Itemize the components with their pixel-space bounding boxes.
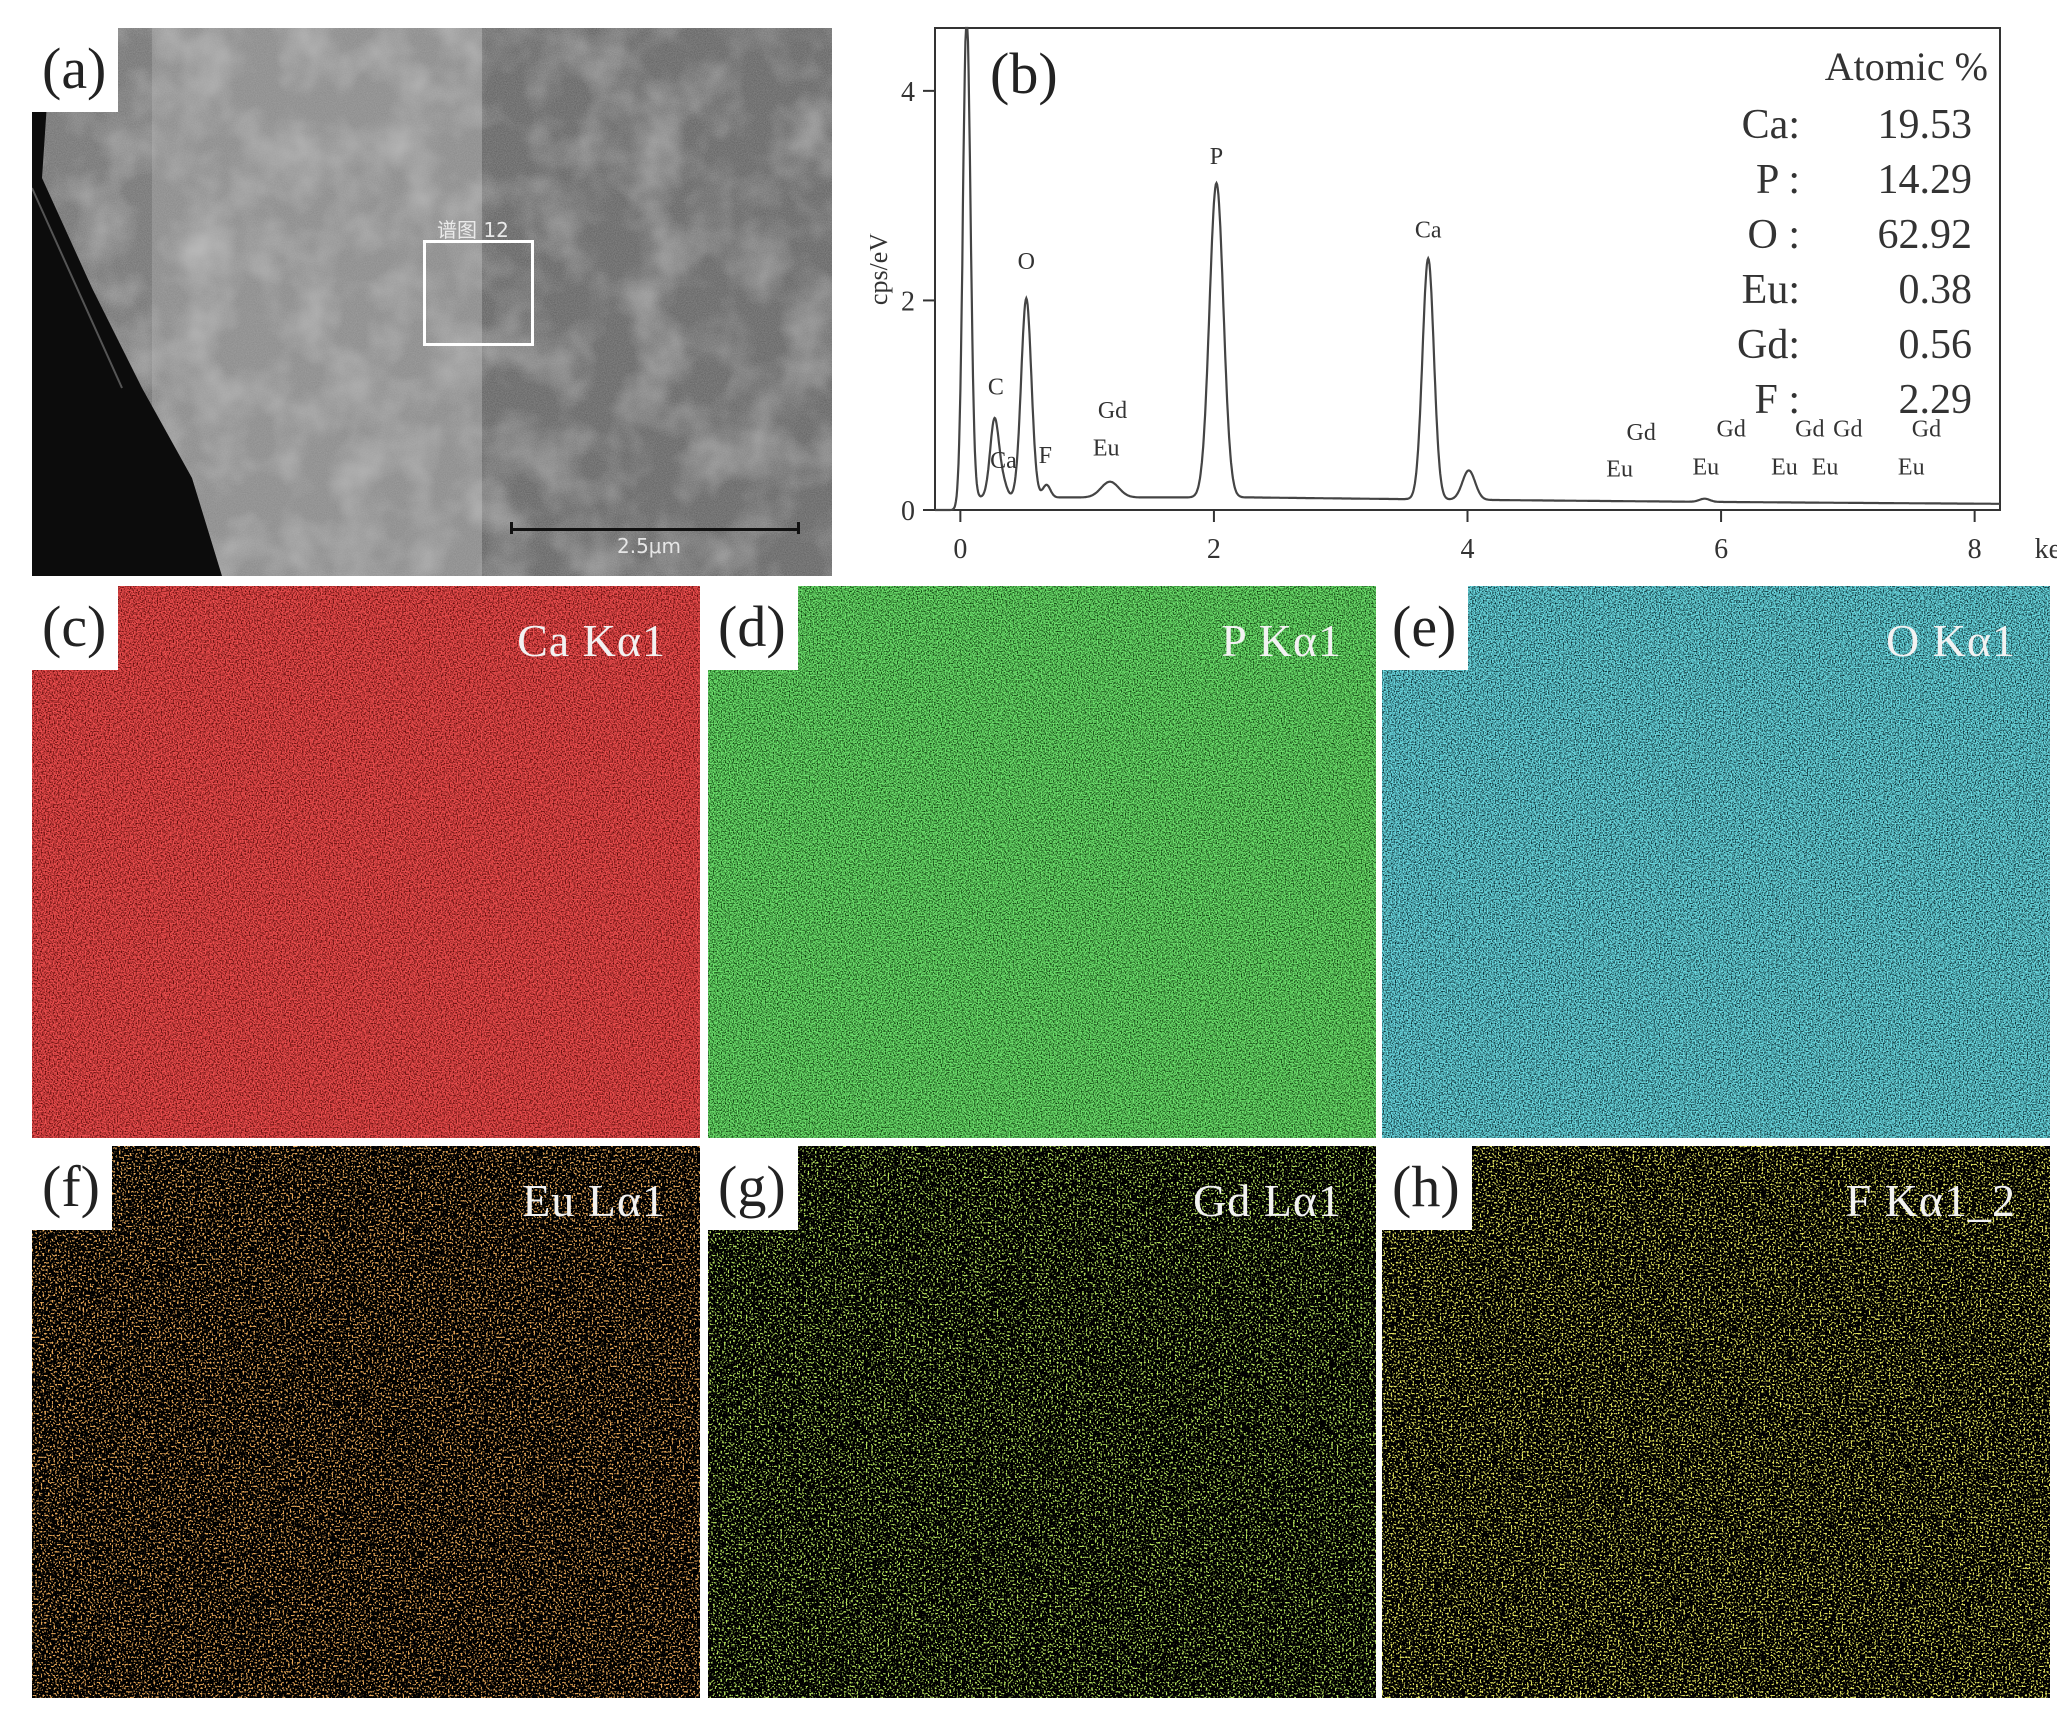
y-tick-label: 0 <box>901 496 915 527</box>
y-axis-label: cps/eV <box>870 233 893 305</box>
composition-value: 2.29 <box>1899 377 1973 423</box>
composition-value: 0.38 <box>1899 267 1973 313</box>
peak-label: Ca <box>990 448 1017 474</box>
composition-value: 0.56 <box>1899 322 1973 368</box>
element-line-label-c: Ca Kα1 <box>517 615 666 666</box>
x-tick-label: 0 <box>953 534 967 565</box>
x-tick-label: 2 <box>1207 534 1221 565</box>
scale-bar-label: 2.5μm <box>617 534 682 558</box>
eds-spectrum-panel: 0 2 4 6 8 0 2 4 keV cps/eV C Ca O F Gd Eu P Ca Gd Eu Gd Eu Gd G… <box>870 10 2057 580</box>
spectrum-line <box>935 26 2000 512</box>
peak-label: C <box>988 375 1004 401</box>
x-axis-label: keV <box>2035 534 2057 565</box>
x-tick-label: 6 <box>1714 534 1728 565</box>
element-map-image <box>32 1146 700 1698</box>
eds-spectrum-chart: 0 2 4 6 8 0 2 4 keV cps/eV C Ca O F Gd Eu P Ca Gd Eu Gd Eu Gd G… <box>870 26 2057 565</box>
element-line-label-d: P Kα1 <box>1221 615 1342 666</box>
peak-label: Gd <box>1717 417 1746 443</box>
peak-label: Gd <box>1627 420 1656 446</box>
panel-label-a: (a) <box>32 28 119 112</box>
composition-value: 19.53 <box>1878 102 1973 148</box>
peak-label: Eu <box>1606 456 1633 482</box>
peak-label: Eu <box>1693 454 1720 480</box>
element-map-h: (h) F Kα1_2 <box>1382 1146 2050 1698</box>
composition-element: Eu: <box>1742 267 1800 313</box>
y-tick-label: 2 <box>901 286 915 317</box>
composition-element: O : <box>1748 212 1801 258</box>
element-map-image <box>708 586 1376 1138</box>
composition-value: 62.92 <box>1878 212 1973 258</box>
peak-label: Eu <box>1812 454 1839 480</box>
composition-element: Ca: <box>1742 102 1800 148</box>
peak-label: Eu <box>1093 436 1120 462</box>
element-line-label-f: Eu Lα1 <box>522 1175 666 1226</box>
composition-element: Gd: <box>1737 322 1800 368</box>
panel-label-f: (f) <box>32 1146 112 1230</box>
composition-element: F : <box>1754 377 1800 423</box>
plot-frame <box>934 27 2001 511</box>
element-line-label-g: Gd Lα1 <box>1193 1175 1342 1226</box>
element-map-e: (e) O Kα1 <box>1382 586 2050 1138</box>
x-tick-label: 4 <box>1461 534 1475 565</box>
panel-label-d: (d) <box>708 586 798 670</box>
element-map-image <box>32 586 700 1138</box>
panel-label-e: (e) <box>1382 586 1469 670</box>
element-map-c: (c) Ca Kα1 <box>32 586 700 1138</box>
panel-label-g: (g) <box>708 1146 798 1230</box>
peak-label: Ca <box>1415 218 1442 244</box>
peak-label: Gd <box>1833 417 1862 443</box>
element-map-f: (f) Eu Lα1 <box>32 1146 700 1698</box>
element-map-image <box>1382 586 2050 1138</box>
element-map-image <box>1382 1146 2050 1698</box>
panel-label-b: (b) <box>990 41 1058 106</box>
element-line-label-e: O Kα1 <box>1885 615 2016 666</box>
composition-title: Atomic % <box>1825 44 1988 89</box>
peak-label: Eu <box>1898 454 1925 480</box>
analysis-region-box <box>423 240 534 346</box>
panel-label-c: (c) <box>32 586 119 670</box>
element-map-image <box>708 1146 1376 1698</box>
element-map-d: (d) P Kα1 <box>708 586 1376 1138</box>
sem-image-panel: 谱图 12 2.5μm (a) <box>32 28 832 576</box>
analysis-region-label: 谱图 12 <box>437 218 509 242</box>
peak-label: Gd <box>1098 398 1127 424</box>
y-tick-label: 4 <box>901 77 915 108</box>
peak-label: Gd <box>1795 417 1824 443</box>
x-tick-label: 8 <box>1968 534 1982 565</box>
composition-value: 14.29 <box>1878 157 1973 203</box>
peak-label: P <box>1210 144 1223 170</box>
element-map-g: (g) Gd Lα1 <box>708 1146 1376 1698</box>
peak-label: Gd <box>1912 417 1941 443</box>
peak-label: Eu <box>1771 454 1798 480</box>
sem-image <box>32 28 832 576</box>
element-line-label-h: F Kα1_2 <box>1845 1175 2016 1226</box>
scale-bar <box>510 522 800 534</box>
composition-element: P : <box>1756 157 1800 203</box>
peak-label: O <box>1018 249 1035 275</box>
peak-label: F <box>1039 443 1052 469</box>
panel-label-h: (h) <box>1382 1146 1472 1230</box>
